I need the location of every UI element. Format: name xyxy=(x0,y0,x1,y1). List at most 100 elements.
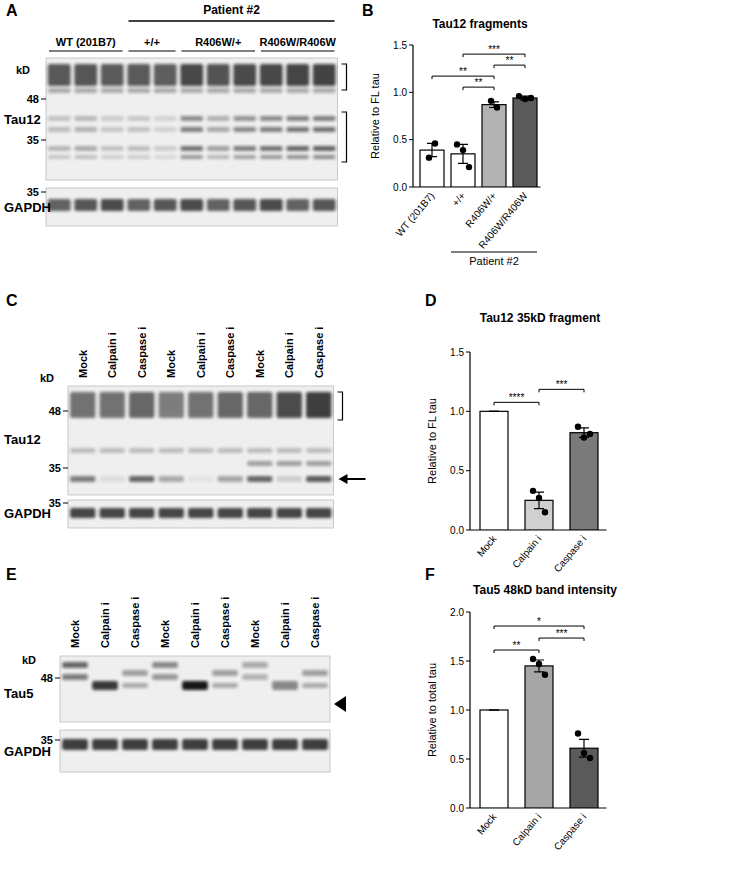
band xyxy=(129,476,154,482)
bar xyxy=(480,411,508,530)
unit-label: kD xyxy=(22,654,36,666)
y-tick-label: 1.0 xyxy=(450,705,464,716)
band-bracket xyxy=(338,392,343,420)
y-tick xyxy=(409,139,413,140)
y-tick-label: 1.5 xyxy=(450,656,464,667)
band xyxy=(180,199,203,211)
bar xyxy=(570,433,598,530)
band xyxy=(154,88,177,93)
band xyxy=(74,155,97,159)
data-point xyxy=(530,656,536,662)
significance-label: ** xyxy=(459,66,467,77)
band xyxy=(207,64,230,86)
lane-label: Calpain i xyxy=(99,602,111,648)
panel-letter: A xyxy=(6,2,18,19)
band xyxy=(101,116,124,121)
error-bar xyxy=(458,144,468,163)
y-tick-label: 2.0 xyxy=(450,607,464,618)
y-axis-label: Relative to total tau xyxy=(426,663,438,757)
marker-tick xyxy=(55,678,60,679)
x-tick-label: Caspase i xyxy=(552,811,589,852)
band xyxy=(286,127,309,132)
band xyxy=(48,199,71,211)
band xyxy=(152,674,178,680)
band xyxy=(286,199,309,211)
group-label: Patient #2 xyxy=(469,255,519,267)
error-cap xyxy=(489,709,499,710)
band xyxy=(101,64,124,86)
unit-label: kD xyxy=(16,64,30,76)
y-tick xyxy=(466,411,470,412)
blot-membrane xyxy=(68,386,334,495)
y-tick xyxy=(466,759,470,760)
band xyxy=(242,662,268,668)
band xyxy=(100,508,125,518)
band xyxy=(154,146,177,151)
lane-label: Caspase i xyxy=(136,327,148,378)
band xyxy=(127,116,150,121)
band xyxy=(101,146,124,151)
band xyxy=(154,64,177,86)
data-point xyxy=(528,95,534,101)
y-axis xyxy=(469,352,470,530)
band xyxy=(159,476,184,482)
significance-label: **** xyxy=(509,392,525,403)
x-tick-label: Calpain i xyxy=(510,811,543,848)
data-point xyxy=(536,661,542,667)
band xyxy=(62,674,88,680)
data-point xyxy=(522,96,528,102)
band xyxy=(218,392,243,418)
error-bar xyxy=(489,710,499,711)
blot-row xyxy=(46,58,338,180)
data-point xyxy=(575,424,581,430)
data-point xyxy=(542,509,548,515)
marker-tick xyxy=(55,740,60,741)
y-tick-label: 1.0 xyxy=(393,87,407,98)
y-axis-label: Relative to FL tau xyxy=(426,398,438,484)
band xyxy=(70,476,95,482)
band xyxy=(48,116,71,121)
band xyxy=(207,88,230,93)
band xyxy=(286,64,309,86)
band xyxy=(129,508,154,518)
protein-label: GAPDH xyxy=(4,200,51,215)
bar xyxy=(570,748,598,808)
error-cap xyxy=(489,411,499,412)
bar xyxy=(480,710,508,808)
band xyxy=(129,392,154,418)
band xyxy=(247,448,272,453)
lane-label: Mock xyxy=(249,619,261,648)
significance-label: *** xyxy=(488,44,500,55)
error-bar xyxy=(579,739,589,757)
y-tick-label: 0.5 xyxy=(450,465,464,476)
y-tick-label: 0.0 xyxy=(450,525,464,536)
panel-letter: C xyxy=(6,292,18,309)
group-line xyxy=(182,50,256,51)
band xyxy=(260,88,283,93)
panel-letter: F xyxy=(425,566,435,583)
data-point xyxy=(587,431,593,437)
band xyxy=(233,116,256,121)
error-cap xyxy=(489,411,499,412)
band xyxy=(92,739,118,750)
y-tick xyxy=(466,808,470,809)
band xyxy=(242,674,268,680)
protein-label: Tau12 xyxy=(4,112,41,127)
band xyxy=(306,476,331,482)
data-point xyxy=(454,141,460,147)
marker-label: 35 xyxy=(27,186,39,198)
band xyxy=(129,448,154,453)
band xyxy=(122,739,148,750)
y-tick-label: 0.5 xyxy=(393,134,407,145)
band xyxy=(218,476,243,482)
marker-label: 35 xyxy=(49,497,61,509)
band xyxy=(48,155,71,159)
y-tick xyxy=(466,710,470,711)
error-cap xyxy=(458,163,468,164)
band xyxy=(74,64,97,86)
data-point xyxy=(530,488,536,494)
y-tick xyxy=(409,92,413,93)
protein-label: Tau12 xyxy=(4,432,41,447)
data-point xyxy=(494,104,500,110)
marker-label: 48 xyxy=(49,405,61,417)
